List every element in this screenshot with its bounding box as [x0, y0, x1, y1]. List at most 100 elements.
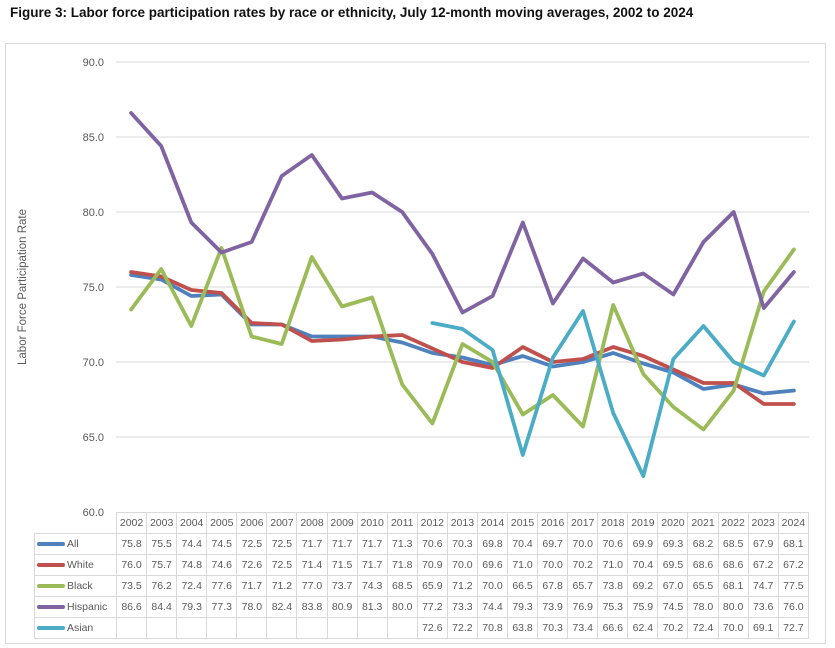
- value-cell: 68.1: [777, 533, 810, 555]
- value-cell: 71.0: [597, 554, 629, 576]
- value-cell: 73.3: [446, 596, 478, 618]
- value-cell: 70.0: [537, 554, 569, 576]
- value-cell: 65.5: [687, 575, 719, 597]
- line-chart-plot: 60.0 65.0 70.0 75.0 80.0 85.0 90.0 Labor Force…: [17, 57, 809, 519]
- value-cell: 75.7: [146, 554, 178, 576]
- value-cell: 71.5: [326, 554, 358, 576]
- value-cell: 84.4: [146, 596, 178, 618]
- value-cell: [206, 617, 238, 639]
- value-cell: 71.2: [446, 575, 478, 597]
- legend-cell: Asian: [34, 617, 117, 639]
- year-header-cell: 2017: [567, 512, 599, 534]
- series-row-white: White 76.0 75.7 74.8 74.6 72.6 72.5 71.4 71.5 71.…: [34, 554, 810, 576]
- value-cell: 74.7: [747, 575, 779, 597]
- legend-key-asian: [37, 626, 65, 630]
- value-cell: 67.2: [777, 554, 810, 576]
- value-cell: 79.3: [176, 596, 208, 618]
- year-header-cell: 2008: [296, 512, 328, 534]
- value-cell: 65.9: [416, 575, 448, 597]
- value-cell: 74.4: [476, 596, 509, 618]
- series-row-hispanic: Hispanic 86.6 84.4 79.3 77.3 78.0 82.4 83.8 80.9…: [34, 596, 810, 618]
- value-cell: 71.7: [296, 533, 328, 555]
- value-cell: 73.5: [115, 575, 148, 597]
- value-cell: 67.2: [747, 554, 779, 576]
- value-cell: [266, 617, 298, 639]
- value-cell: 68.1: [717, 575, 749, 597]
- year-header-cell: 2021: [687, 512, 719, 534]
- value-cell: 70.3: [446, 533, 478, 555]
- value-cell: [386, 617, 418, 639]
- value-cell: 70.3: [537, 617, 569, 639]
- legend-key-white: [37, 563, 65, 567]
- year-header-cell: 2002: [115, 512, 148, 534]
- gridlines: [116, 61, 809, 438]
- series-line-asian: [430, 309, 796, 478]
- value-cell: 73.4: [567, 617, 599, 639]
- value-cell: 69.5: [657, 554, 689, 576]
- value-cell: 71.8: [386, 554, 418, 576]
- value-cell: 76.2: [146, 575, 178, 597]
- value-cell: 69.1: [747, 617, 779, 639]
- year-header-row: 2002 2003 2004 2005 2006 2007 2008 2009 2010 2011…: [35, 512, 810, 534]
- value-cell: 70.9: [416, 554, 448, 576]
- value-cell: 68.6: [717, 554, 749, 576]
- year-header-cell: 2016: [537, 512, 569, 534]
- value-cell: [296, 617, 328, 639]
- y-tick-label: 85.0: [83, 132, 104, 144]
- year-header-cell: 2019: [627, 512, 659, 534]
- year-header-cell: 2005: [206, 512, 238, 534]
- series-name-label: Asian: [67, 622, 94, 634]
- value-cell: 71.7: [326, 533, 358, 555]
- year-header-cell: 2010: [356, 512, 388, 534]
- value-cell: 80.9: [326, 596, 358, 618]
- legend-key-all: [37, 542, 65, 546]
- year-header-cell: 2004: [176, 512, 208, 534]
- value-cell: [356, 617, 388, 639]
- year-header-cell: 2013: [446, 512, 478, 534]
- year-header-cell: 2018: [597, 512, 629, 534]
- value-cell: 70.0: [446, 554, 478, 576]
- year-header-cell: 2022: [717, 512, 749, 534]
- value-cell: 63.8: [507, 617, 539, 639]
- value-cell: 68.2: [687, 533, 719, 555]
- value-cell: 72.7: [777, 617, 810, 639]
- y-axis-tick-labels: 60.0 65.0 70.0 75.0 80.0 85.0 90.0: [83, 57, 104, 519]
- series-line-black: [129, 246, 796, 432]
- year-header-cell: 2014: [476, 512, 509, 534]
- value-cell: 78.0: [687, 596, 719, 618]
- value-cell: 76.0: [115, 554, 148, 576]
- value-cell: 72.5: [236, 533, 268, 555]
- value-cell: 77.5: [777, 575, 810, 597]
- value-cell: 76.0: [777, 596, 810, 618]
- y-tick-label: 75.0: [83, 282, 104, 294]
- value-cell: 72.6: [416, 617, 448, 639]
- legend-cell: White: [34, 554, 117, 576]
- value-cell: 86.6: [115, 596, 148, 618]
- value-cell: 80.0: [386, 596, 418, 618]
- legend-cell: Hispanic: [34, 596, 117, 618]
- year-header-cell: 2024: [777, 512, 810, 534]
- value-cell: 74.3: [356, 575, 388, 597]
- value-cell: [326, 617, 358, 639]
- value-cell: 71.7: [356, 554, 388, 576]
- year-header-cell: 2009: [326, 512, 358, 534]
- value-cell: 74.5: [657, 596, 689, 618]
- value-cell: 72.4: [687, 617, 719, 639]
- value-cell: 70.4: [627, 554, 659, 576]
- value-cell: 77.2: [416, 596, 448, 618]
- value-cell: 66.5: [507, 575, 539, 597]
- value-cell: 67.0: [657, 575, 689, 597]
- value-cell: 74.6: [206, 554, 238, 576]
- y-tick-label: 60.0: [83, 507, 104, 519]
- value-cell: 71.2: [266, 575, 298, 597]
- value-cell: 75.5: [146, 533, 178, 555]
- value-cell: 72.5: [266, 554, 298, 576]
- value-cell: 78.0: [236, 596, 268, 618]
- value-cell: 73.7: [326, 575, 358, 597]
- value-cell: 67.9: [747, 533, 779, 555]
- value-cell: 70.2: [567, 554, 599, 576]
- series-line-hispanic: [129, 111, 796, 315]
- value-cell: 71.0: [507, 554, 539, 576]
- series-name-label: All: [67, 538, 79, 550]
- value-cell: 70.6: [416, 533, 448, 555]
